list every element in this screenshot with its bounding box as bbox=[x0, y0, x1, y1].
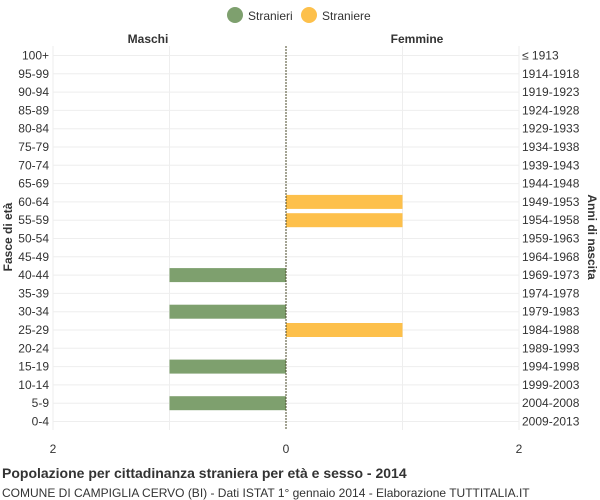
bar-female-55-59 bbox=[286, 213, 403, 228]
age-band-label: 100+ bbox=[22, 49, 49, 63]
birth-year-label: ≤ 1913 bbox=[522, 49, 559, 63]
age-band-label: 45-49 bbox=[18, 250, 49, 264]
age-band-label: 85-89 bbox=[18, 103, 49, 117]
age-band-label: 25-29 bbox=[18, 323, 49, 337]
age-band-label: 80-84 bbox=[18, 122, 49, 136]
birth-year-label: 1924-1928 bbox=[522, 103, 580, 117]
bar-male-40-44 bbox=[169, 268, 286, 283]
birth-year-label: 1994-1998 bbox=[522, 360, 580, 374]
age-band-label: 0-4 bbox=[32, 415, 50, 429]
age-band-label: 55-59 bbox=[18, 213, 49, 227]
birth-year-label: 1974-1978 bbox=[522, 286, 580, 300]
birth-year-label: 1959-1963 bbox=[522, 232, 580, 246]
birth-year-label: 1949-1953 bbox=[522, 195, 580, 209]
age-band-label: 40-44 bbox=[18, 268, 49, 282]
x-tick-label: 2 bbox=[50, 442, 57, 456]
birth-year-label: 1929-1933 bbox=[522, 122, 580, 136]
chart-subtitle: COMUNE DI CAMPIGLIA CERVO (BI) - Dati IS… bbox=[2, 486, 530, 500]
age-band-label: 70-74 bbox=[18, 158, 49, 172]
age-band-label: 35-39 bbox=[18, 286, 49, 300]
bars bbox=[169, 194, 403, 411]
y-axis-label-right: Anni di nascita bbox=[585, 194, 599, 280]
legend-label-straniere: Straniere bbox=[322, 9, 371, 23]
bar-female-25-29 bbox=[286, 323, 403, 337]
x-tick-label: 2 bbox=[516, 442, 523, 456]
legend-label-stranieri: Stranieri bbox=[248, 9, 293, 23]
age-band-label: 15-19 bbox=[18, 360, 49, 374]
birth-year-label: 1979-1983 bbox=[522, 305, 580, 319]
birth-year-label: 1989-1993 bbox=[522, 341, 580, 355]
age-band-label: 65-69 bbox=[18, 177, 49, 191]
birth-year-label: 1944-1948 bbox=[522, 177, 580, 191]
right-header: Femmine bbox=[391, 32, 444, 46]
birth-year-label: 1954-1958 bbox=[522, 213, 580, 227]
tick-labels: 100+ ≤ 1913 95-99 1914-1918 90-94 1919-1923 85… bbox=[18, 49, 579, 457]
age-band-label: 60-64 bbox=[18, 195, 49, 209]
bar-female-60-64 bbox=[286, 194, 403, 209]
birth-year-label: 1939-1943 bbox=[522, 158, 580, 172]
birth-year-label: 1984-1988 bbox=[522, 323, 580, 337]
legend: Stranieri Straniere bbox=[227, 7, 371, 23]
bar-male-15-19 bbox=[169, 359, 286, 374]
age-band-label: 5-9 bbox=[32, 396, 50, 410]
bar-male-30-34 bbox=[169, 304, 286, 319]
birth-year-label: 2004-2008 bbox=[522, 396, 580, 410]
age-band-label: 50-54 bbox=[18, 232, 49, 246]
birth-year-label: 1919-1923 bbox=[522, 85, 580, 99]
age-band-label: 75-79 bbox=[18, 140, 49, 154]
y-axis-label-left: Fasce di età bbox=[1, 202, 15, 271]
birth-year-label: 1969-1973 bbox=[522, 268, 580, 282]
chart-title: Popolazione per cittadinanza straniera p… bbox=[2, 465, 407, 481]
legend-marker-straniere bbox=[301, 7, 317, 23]
birth-year-label: 1934-1938 bbox=[522, 140, 580, 154]
age-band-label: 30-34 bbox=[18, 305, 49, 319]
left-header: Maschi bbox=[128, 32, 169, 46]
age-band-label: 95-99 bbox=[18, 67, 49, 81]
birth-year-label: 1999-2003 bbox=[522, 378, 580, 392]
age-band-label: 10-14 bbox=[18, 378, 49, 392]
age-band-label: 20-24 bbox=[18, 341, 49, 355]
age-band-label: 90-94 bbox=[18, 85, 49, 99]
x-tick-label: 0 bbox=[283, 442, 290, 456]
legend-marker-stranieri bbox=[227, 7, 243, 23]
bar-male-5-9 bbox=[169, 396, 286, 411]
birth-year-label: 1964-1968 bbox=[522, 250, 580, 264]
birth-year-label: 2009-2013 bbox=[522, 415, 580, 429]
birth-year-label: 1914-1918 bbox=[522, 67, 580, 81]
